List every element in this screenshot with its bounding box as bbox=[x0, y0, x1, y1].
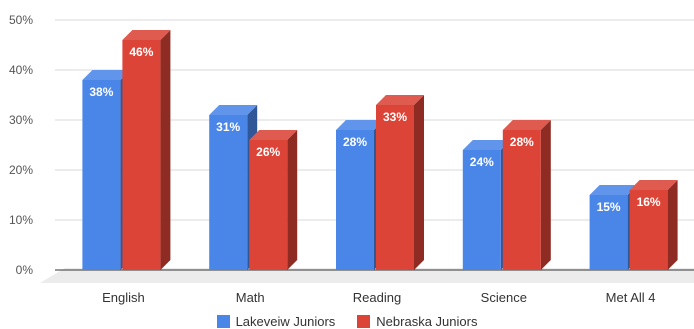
data-label: 26% bbox=[256, 145, 280, 159]
bar-side bbox=[414, 95, 424, 270]
data-label: 28% bbox=[343, 135, 367, 149]
x-tick-label: Science bbox=[481, 290, 527, 305]
x-tick-label: English bbox=[102, 290, 145, 305]
bar-top bbox=[462, 140, 511, 150]
bar bbox=[122, 40, 161, 270]
data-label: 46% bbox=[129, 45, 153, 59]
bar-top bbox=[82, 70, 131, 80]
y-tick-label: 0% bbox=[16, 263, 34, 277]
bar bbox=[209, 115, 248, 270]
bar bbox=[462, 150, 501, 270]
bar bbox=[336, 130, 374, 270]
bar-top bbox=[336, 120, 384, 130]
bar-side bbox=[287, 130, 298, 270]
bar-side bbox=[667, 180, 678, 270]
data-label: 28% bbox=[510, 135, 534, 149]
bar-top bbox=[249, 130, 298, 140]
bar bbox=[82, 80, 121, 270]
legend: Lakeveiw Juniors Nebraska Juniors bbox=[0, 313, 694, 329]
legend-label-lakeveiw: Lakeveiw Juniors bbox=[235, 313, 336, 329]
data-label: 24% bbox=[470, 155, 494, 169]
legend-swatch-nebraska bbox=[357, 314, 371, 328]
bar bbox=[502, 130, 541, 270]
bar-side bbox=[540, 120, 551, 270]
y-tick-label: 20% bbox=[9, 163, 33, 177]
data-label: 33% bbox=[383, 110, 407, 124]
bar-top bbox=[629, 180, 678, 190]
y-tick-label: 10% bbox=[9, 213, 33, 227]
data-label: 15% bbox=[597, 200, 621, 214]
bar-side bbox=[160, 30, 171, 270]
data-label: 38% bbox=[89, 85, 113, 99]
bar bbox=[629, 190, 668, 270]
legend-item-lakeveiw: Lakeveiw Juniors bbox=[216, 313, 336, 329]
legend-item-nebraska: Nebraska Juniors bbox=[357, 314, 477, 329]
bar-top bbox=[376, 95, 424, 105]
legend-swatch-lakeveiw bbox=[216, 314, 230, 328]
x-tick-label: Math bbox=[236, 290, 265, 305]
y-tick-label: 40% bbox=[9, 63, 33, 77]
y-tick-label: 50% bbox=[9, 13, 33, 27]
bar bbox=[249, 140, 288, 270]
x-tick-label: Reading bbox=[353, 290, 401, 305]
bar bbox=[376, 105, 414, 270]
chart-floor bbox=[40, 268, 694, 283]
x-tick-label: Met All 4 bbox=[606, 290, 656, 305]
data-label: 16% bbox=[637, 195, 661, 209]
data-label: 31% bbox=[216, 120, 240, 134]
bar-top bbox=[502, 120, 551, 130]
legend-label-nebraska: Nebraska Juniors bbox=[376, 313, 478, 329]
bar-top bbox=[122, 30, 171, 40]
bar-top bbox=[589, 185, 638, 195]
y-tick-label: 30% bbox=[9, 113, 33, 127]
bar-top bbox=[209, 105, 258, 115]
bar bbox=[589, 195, 628, 270]
